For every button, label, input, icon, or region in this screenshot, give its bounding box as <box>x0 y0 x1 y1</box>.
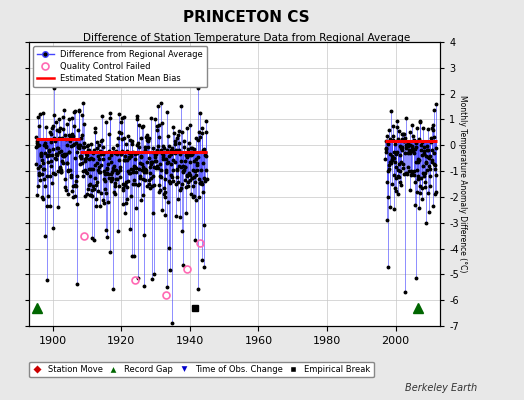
Text: Difference of Station Temperature Data from Regional Average: Difference of Station Temperature Data f… <box>83 33 410 43</box>
Text: PRINCETON CS: PRINCETON CS <box>183 10 310 25</box>
Y-axis label: Monthly Temperature Anomaly Difference (°C): Monthly Temperature Anomaly Difference (… <box>458 95 467 273</box>
Text: Berkeley Earth: Berkeley Earth <box>405 383 477 393</box>
Legend: Station Move, Record Gap, Time of Obs. Change, Empirical Break: Station Move, Record Gap, Time of Obs. C… <box>29 362 374 377</box>
